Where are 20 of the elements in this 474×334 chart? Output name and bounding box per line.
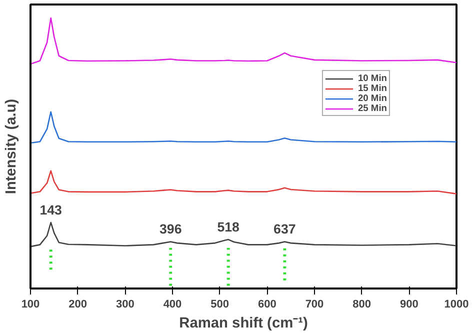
annotation: 143 (40, 202, 62, 218)
x-tick-label: 400 (163, 298, 182, 310)
y-axis-title: Intensity (a.u) (4, 98, 20, 194)
x-axis-title: Raman shift (cm⁻¹) (179, 316, 308, 332)
annotation: 396 (159, 222, 182, 237)
legend-label: 15 Min (358, 83, 387, 93)
x-tick-label: 1000 (444, 298, 469, 310)
x-tick-label: 600 (258, 298, 276, 310)
annotation: 518 (217, 220, 240, 235)
x-tick-label: 700 (305, 298, 324, 310)
x-tick-label: 300 (116, 298, 134, 310)
x-tick-label: 900 (400, 298, 418, 310)
x-tick-label: 200 (68, 298, 88, 310)
legend-label: 10 Min (358, 73, 387, 83)
x-tick-label: 500 (210, 298, 230, 310)
annotation: 637 (274, 222, 296, 237)
legend-label: 20 Min (358, 93, 387, 103)
x-tick-label: 100 (21, 298, 40, 310)
x-tick-label: 800 (352, 298, 372, 310)
legend-label: 25 Min (358, 103, 387, 113)
